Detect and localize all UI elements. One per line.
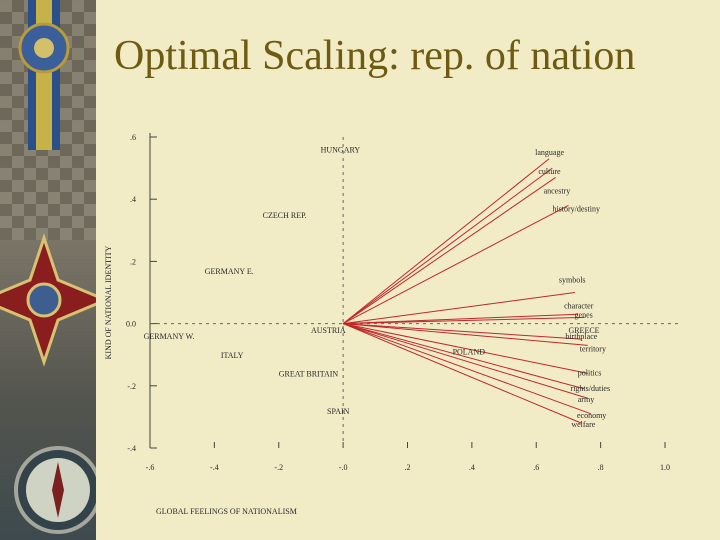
x-tick-label: -.2 [274, 463, 283, 472]
vector-label-welfare: welfare [571, 420, 595, 429]
compass-icon [14, 446, 96, 534]
y-tick-label: -.2 [127, 382, 136, 391]
vector-label-history-destiny: history/destiny [552, 204, 600, 213]
vector-line-language [342, 158, 550, 324]
x-tick-label: .6 [533, 463, 539, 472]
vector-label-politics: politics [578, 368, 602, 377]
country-label-great-britain: GREAT BRITAIN [279, 369, 339, 378]
axes: -.4 -.2 0.0 .2 .4 .6 -.6 -.4 -.2 -.0 .2 .4 .6 .8 1.0 GL… [104, 133, 680, 516]
country-label-germany-e-: GERMANY E. [205, 267, 254, 276]
y-tick-label: .2 [130, 257, 136, 266]
country-label-italy: ITALY [221, 351, 244, 360]
vector-line-rights-duties [342, 323, 585, 390]
country-label-hungary: HUNGARY [321, 146, 361, 155]
x-tick-label: .4 [469, 463, 475, 472]
vector-label-culture: culture [538, 167, 561, 176]
decorative-background [0, 0, 96, 534]
data-labels: language culture ancestry history/destiny sy… [144, 146, 611, 430]
country-label-austria: AUSTRIA [311, 326, 346, 335]
vector-label-language: language [535, 148, 564, 157]
vector-line-genes [343, 316, 585, 325]
x-axis-label: GLOBAL FEELINGS OF NATIONALISM [156, 507, 297, 516]
left-decoration-strip [0, 0, 96, 540]
x-tick-label: -.0 [339, 463, 348, 472]
country-label-czech-rep-: CZECH REP. [263, 211, 307, 220]
country-label-greece: GREECE [568, 326, 599, 335]
vector-label-birthplace: birthplace [565, 332, 597, 341]
x-tick-label: -.6 [146, 463, 155, 472]
vector-label-ancestry: ancestry [544, 186, 571, 195]
y-tick-label: 0.0 [126, 320, 136, 329]
y-axis-label: KIND OF NATIONAL IDENTITY [104, 245, 113, 359]
country-label-spain: SPAIN [327, 407, 350, 416]
vector-label-character: character [564, 301, 594, 310]
medal-ribbon-icon [18, 0, 70, 150]
vector-line-ancestry [342, 177, 556, 325]
x-tick-label: .8 [598, 463, 604, 472]
vector-line-welfare [342, 323, 582, 424]
country-label-poland: POLAND [453, 348, 486, 357]
slide-title: Optimal Scaling: rep. of nation [114, 33, 636, 79]
vector-label-economy: economy [577, 411, 606, 420]
vector-line-character [343, 313, 579, 325]
vector-line-symbols [343, 292, 575, 325]
vector-label-symbols: symbols [559, 276, 586, 285]
vector-lines [342, 158, 592, 424]
vector-line-birthplace [343, 323, 582, 340]
vector-line-army [342, 323, 588, 399]
x-tick-label: .2 [405, 463, 411, 472]
cross-medal-icon [0, 233, 96, 367]
vector-label-genes: genes [575, 310, 593, 319]
y-tick-label: .6 [130, 133, 136, 142]
country-label-germany-w-: GERMANY W. [144, 332, 195, 341]
vector-line-history-destiny [342, 204, 569, 325]
vector-line-territory [343, 323, 588, 346]
vector-line-politics [343, 323, 588, 374]
y-tick-label: -.4 [127, 444, 136, 453]
vector-label-rights-duties: rights/duties [571, 384, 611, 393]
vector-line-economy [342, 323, 592, 415]
vector-label-army: army [578, 395, 594, 404]
x-tick-label: -.4 [210, 463, 219, 472]
y-tick-label: .4 [130, 195, 136, 204]
vector-label-territory: territory [580, 344, 606, 353]
x-tick-label: 1.0 [660, 463, 670, 472]
vector-line-culture [342, 167, 553, 325]
